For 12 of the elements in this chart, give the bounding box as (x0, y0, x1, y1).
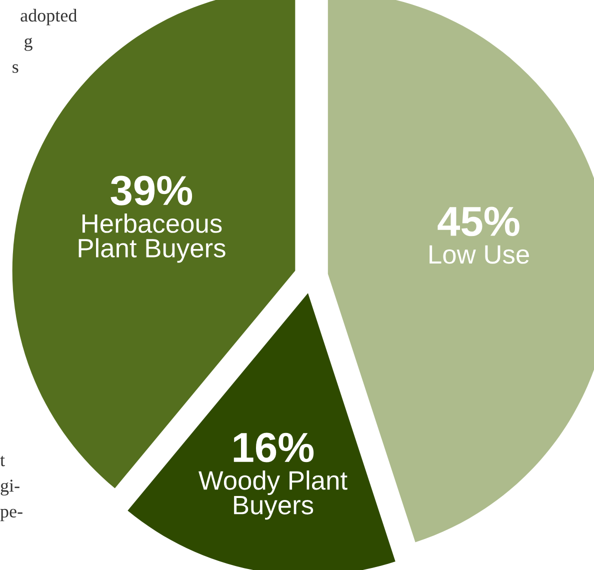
text: s (12, 64, 18, 73)
slice-label: Herbaceous Plant Buyers (78, 214, 226, 263)
text: adopted (20, 8, 77, 26)
data-label: 45% (438, 206, 520, 236)
slice-label: Woody Plant Buyers (198, 470, 348, 520)
text: gi- (0, 480, 20, 496)
data-label: 16% (234, 432, 314, 462)
text: pe- (0, 508, 22, 522)
text: g (24, 38, 32, 51)
slice-label: Low Use (430, 245, 529, 264)
text: t (0, 456, 5, 466)
data-label: 39% (110, 176, 192, 206)
